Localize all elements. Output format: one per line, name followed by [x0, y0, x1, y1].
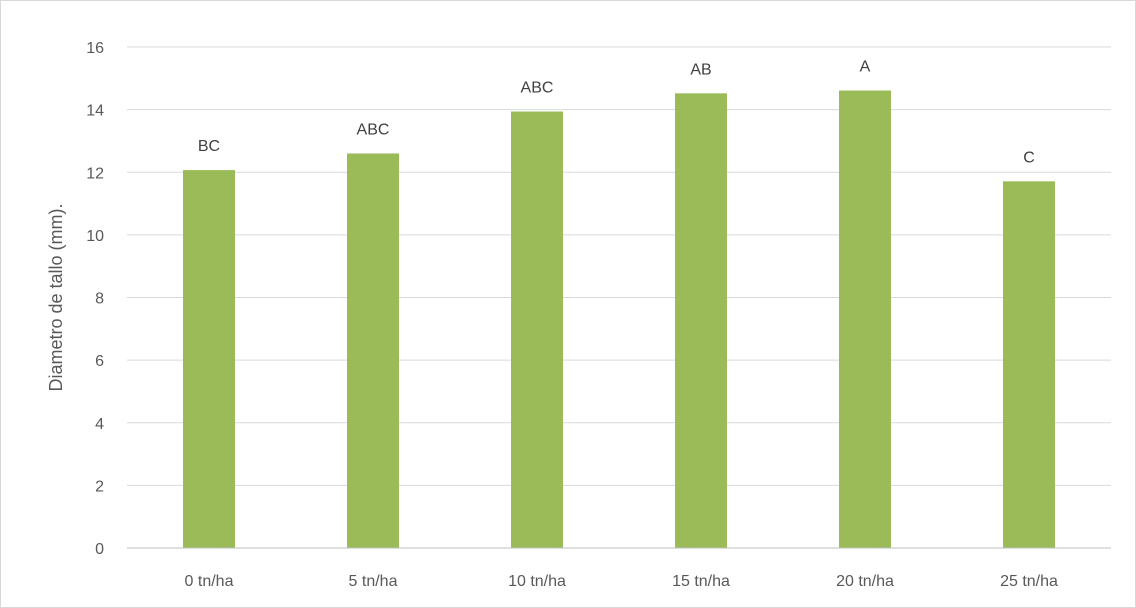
gridlines: [127, 46, 1111, 486]
bar: [839, 90, 891, 548]
x-tick-label: 25 tn/ha: [1000, 573, 1058, 590]
y-tick-label: 0: [95, 541, 104, 558]
bar: [347, 153, 399, 548]
x-tick-label: 0 tn/ha: [185, 573, 234, 590]
bar: [511, 111, 563, 548]
y-tick-label: 16: [86, 40, 104, 57]
x-axis-ticks: 0 tn/ha 5 tn/ha 10 tn/ha 15 tn/ha 20 tn/ha 25…: [185, 573, 1058, 590]
data-label: A: [860, 59, 871, 76]
y-tick-label: 10: [86, 228, 104, 245]
data-label: ABC: [521, 80, 554, 97]
y-axis-title: Diametro de tallo (mm).: [46, 203, 66, 391]
data-labels: BC ABC ABC AB A C: [198, 59, 1035, 167]
data-label: AB: [690, 61, 711, 78]
bar: [183, 170, 235, 549]
y-tick-label: 4: [95, 416, 104, 433]
y-tick-label: 6: [95, 353, 104, 370]
x-tick-label: 15 tn/ha: [672, 573, 730, 590]
y-tick-label: 12: [86, 165, 104, 182]
data-label: C: [1023, 149, 1035, 166]
data-label: ABC: [357, 121, 390, 138]
x-tick-label: 10 tn/ha: [508, 573, 566, 590]
bar: [675, 93, 727, 548]
bar: [1003, 181, 1055, 548]
y-tick-label: 2: [95, 478, 104, 495]
y-tick-label: 8: [95, 291, 104, 308]
x-tick-label: 20 tn/ha: [836, 573, 894, 590]
data-label: BC: [198, 138, 220, 155]
x-tick-label: 5 tn/ha: [349, 573, 398, 590]
bars: [183, 90, 1055, 549]
y-tick-label: 14: [86, 103, 104, 120]
y-axis-ticks: 0 2 4 6 8 10 12 14 16: [86, 40, 104, 558]
